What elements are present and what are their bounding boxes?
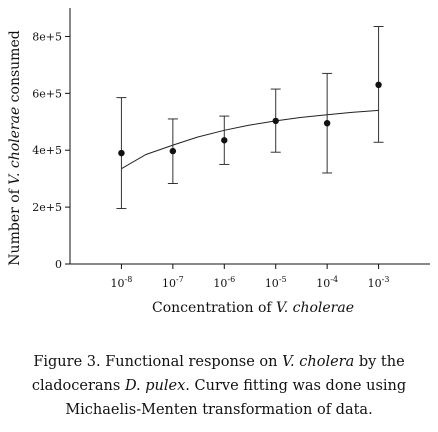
data-point-1 [169,147,177,155]
x-tick-label-4: 10-4 [316,275,338,290]
y-tick-label-3: 6e+5 [32,87,62,100]
caption-part-4: . Curve fitting was done using Michaelis… [65,378,407,418]
y-tick-label-1: 2e+5 [32,201,62,214]
data-point-5 [375,81,382,89]
caption-part-0: Figure 3. Functional response on [33,354,283,370]
caption-part-1: V. cholera [282,354,355,370]
data-point-3 [272,117,279,125]
y-tick-label-4: 8e+5 [32,30,62,43]
y-tick-label-0: 0 [55,258,62,271]
fit-curve [121,109,379,170]
caption-part-2: by the cladocerans [31,354,405,394]
x-tick-label-2: 10-6 [213,275,235,290]
figure-caption: Figure 3. Functional response on V. chol… [14,350,424,422]
x-tick-label-5: 10-3 [368,275,390,290]
y-tick-label-2: 4e+5 [32,144,62,157]
data-point-2 [221,137,228,144]
x-tick-label-3: 10-5 [265,275,287,290]
x-tick-label-1: 10-7 [162,275,184,290]
data-point-0 [118,149,125,157]
x-tick-label-0: 10-8 [111,275,133,290]
x-axis-label: Concentration of V. cholerae [152,300,354,316]
data-point-4 [323,120,331,127]
functional-response-chart: 0 2e+5 4e+5 6e+5 8e+5 10-8 10-7 10-6 10-5 10-4 10-… [7,8,430,316]
caption-part-3: D. pulex [124,378,186,394]
y-axis-label: Number of V. cholerae consumed [7,30,23,265]
